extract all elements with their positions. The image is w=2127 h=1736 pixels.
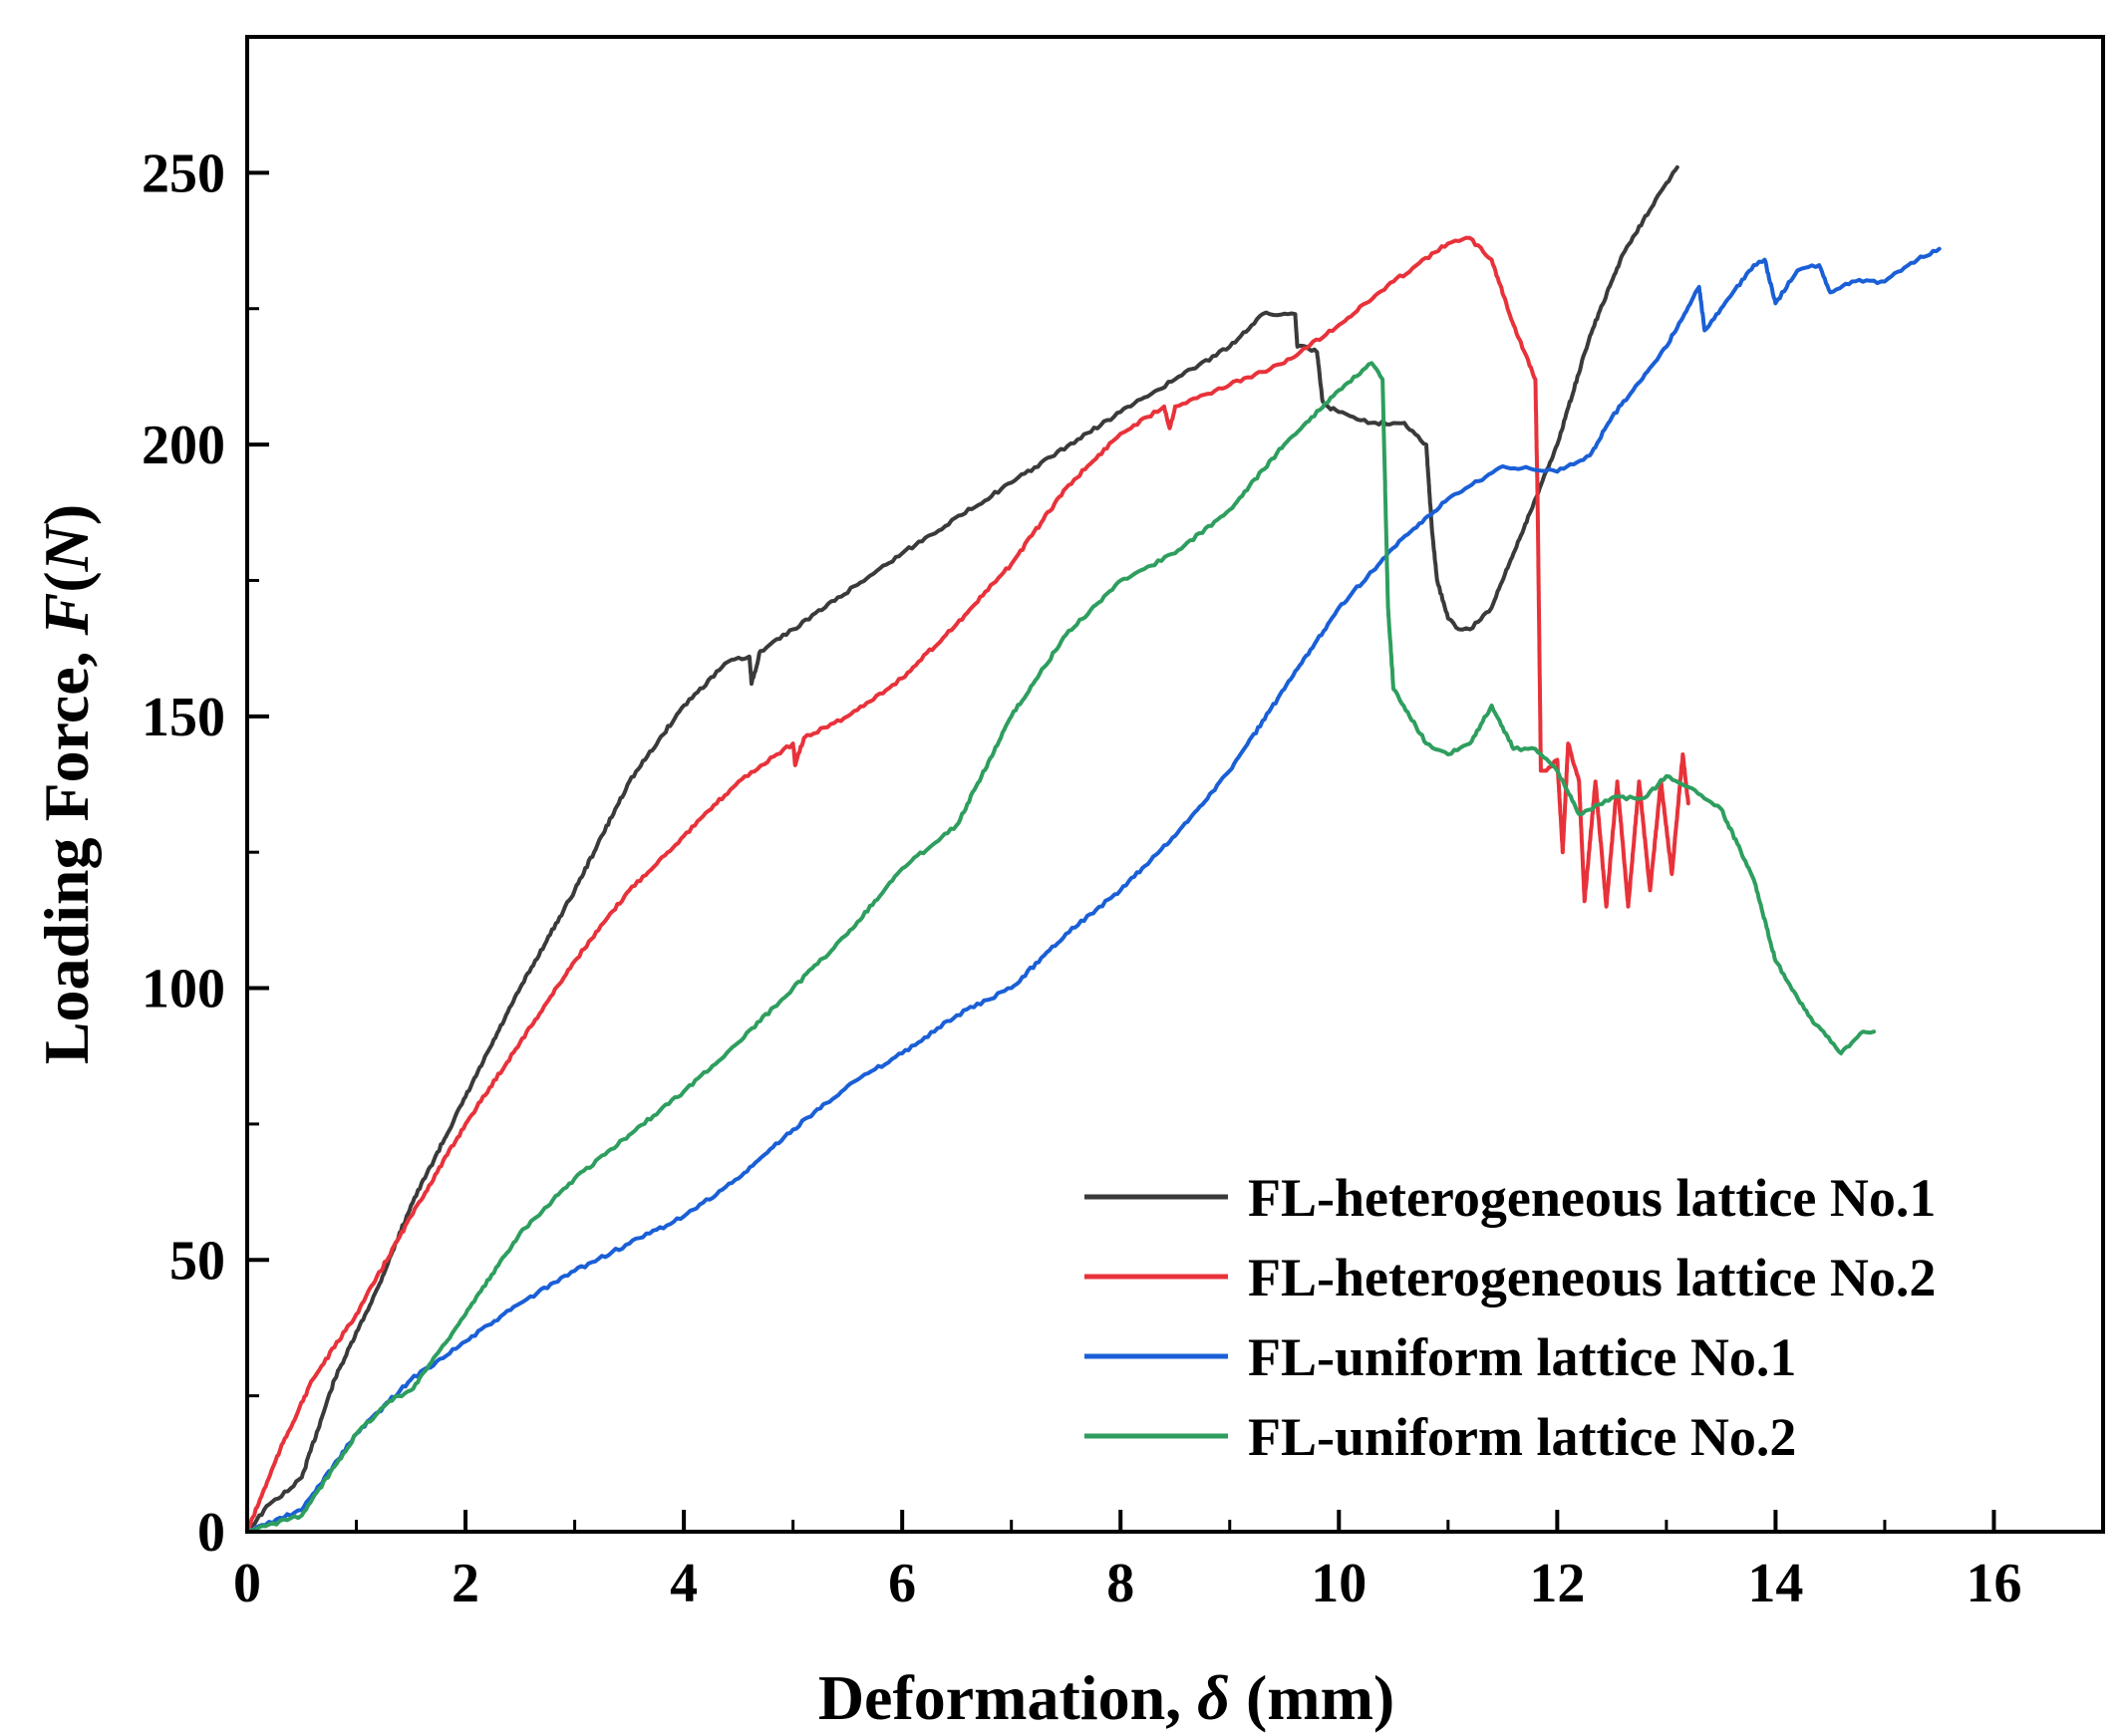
x-axis-title: Deformation, δ (mm) xyxy=(818,1662,1394,1733)
x-tick-label: 6 xyxy=(888,1553,916,1614)
y-axis-title-unit: N xyxy=(31,522,102,572)
x-tick-label: 16 xyxy=(1966,1553,2021,1614)
plot-frame xyxy=(245,35,2105,1534)
x-axis-title-main: Deformation, xyxy=(818,1662,1197,1733)
y-tick-label: 100 xyxy=(142,959,225,1020)
y-tick-label: 0 xyxy=(197,1502,225,1564)
series-line-4 xyxy=(245,361,1876,1534)
legend-label-1: FL-heterogeneous lattice No.1 xyxy=(1248,1168,1936,1228)
y-axis-ticks: 0 50 100 150 200 250 xyxy=(142,143,269,1564)
y-tick-label: 50 xyxy=(169,1230,225,1292)
legend-label-3: FL-uniform lattice No.1 xyxy=(1248,1327,1796,1387)
x-tick-label: 0 xyxy=(233,1553,261,1614)
y-tick-label: 250 xyxy=(142,143,225,204)
x-tick-label: 10 xyxy=(1311,1553,1367,1614)
legend-label-2: FL-heterogeneous lattice No.2 xyxy=(1248,1248,1936,1307)
x-axis-title-unit: (mm) xyxy=(1230,1662,1394,1733)
x-tick-label: 14 xyxy=(1747,1553,1803,1614)
y-tick-label: 150 xyxy=(142,687,225,748)
y-axis-title-symbol: F xyxy=(31,593,102,637)
y-axis-title-open: ( xyxy=(31,571,102,592)
y-axis-title: Loading Force, F(N) xyxy=(31,504,102,1064)
series-line-2 xyxy=(245,235,1690,1534)
legend: FL-heterogeneous lattice No.1 FL-heteroge… xyxy=(1084,1168,1936,1467)
y-axis-title-main: Loading Force, xyxy=(31,635,102,1064)
series-line-3 xyxy=(245,246,1942,1534)
y-tick-label: 200 xyxy=(142,415,225,476)
y-axis-title-close: ) xyxy=(31,504,102,525)
series-layer xyxy=(245,164,1942,1534)
x-axis-ticks: 0 2 4 6 8 10 12 14 16 xyxy=(233,1510,2021,1614)
x-tick-label: 4 xyxy=(670,1553,698,1614)
x-tick-label: 12 xyxy=(1529,1553,1585,1614)
x-tick-label: 2 xyxy=(452,1553,479,1614)
series-line-1 xyxy=(245,164,1679,1534)
legend-label-4: FL-uniform lattice No.2 xyxy=(1248,1407,1796,1467)
x-tick-label: 8 xyxy=(1106,1553,1134,1614)
x-axis-title-symbol: δ xyxy=(1197,1662,1230,1733)
